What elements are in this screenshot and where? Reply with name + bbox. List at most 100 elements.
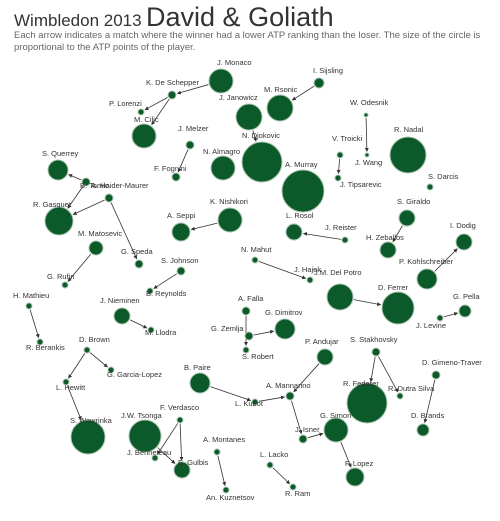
player-node-montanes bbox=[213, 448, 221, 456]
player-label-levine: J. Levine bbox=[416, 321, 446, 330]
player-label-stakhovsky: S. Stakhovsky bbox=[350, 335, 398, 344]
player-label-ram: R. Ram bbox=[285, 489, 310, 498]
player-labels: J. Monaco I. Sijsling M. Rsonic K. De Schep… bbox=[13, 58, 482, 502]
match-arrow-delpotro-ferrer bbox=[353, 299, 382, 307]
player-node-matosevic bbox=[88, 240, 104, 256]
match-arrow-verdasco-benneteau bbox=[157, 423, 179, 455]
match-arrow-matosevic-rufin bbox=[67, 253, 92, 282]
player-label-federer: R. Federer bbox=[343, 379, 379, 388]
player-node-dimitrov bbox=[274, 318, 296, 340]
match-arrow-mathieu-berankis bbox=[29, 309, 40, 339]
player-label-jwang: J. Wang bbox=[355, 158, 382, 167]
player-label-isner: J. Isner bbox=[295, 425, 320, 434]
player-node-johnson bbox=[176, 266, 186, 276]
player-node-mathieu bbox=[25, 302, 33, 310]
player-node-paire bbox=[189, 372, 211, 394]
player-node-llodra bbox=[147, 326, 155, 334]
player-node-lacko bbox=[266, 461, 274, 469]
player-label-dimitrov: G. Dimitrov bbox=[265, 308, 303, 317]
player-label-janowicz: J. Janowicz bbox=[219, 93, 258, 102]
player-node-mahut bbox=[251, 256, 259, 264]
player-node-monaco bbox=[208, 68, 234, 94]
player-node-delpotro bbox=[326, 283, 354, 311]
player-node-ferrer bbox=[381, 291, 415, 325]
chart-title: Wimbledon 2013 David & Goliath bbox=[14, 2, 334, 33]
player-node-stakhovsky bbox=[371, 347, 381, 357]
player-label-hajek: J. Hajek bbox=[294, 265, 321, 274]
player-node-zemlja bbox=[244, 331, 254, 341]
match-arrow-brown-hewitt bbox=[68, 353, 86, 379]
player-label-darcis: S. Darcis bbox=[428, 172, 459, 181]
player-node-gimenotraver bbox=[431, 370, 441, 380]
match-arrow-isner-simon bbox=[307, 432, 324, 439]
player-label-flopez: F. Lopez bbox=[345, 459, 374, 468]
match-arrow-giraldo-zeballos bbox=[392, 225, 403, 243]
player-label-lacko: L. Lacko bbox=[260, 450, 288, 459]
player-label-gimenotraver: D. Gimeno-Traver bbox=[422, 358, 482, 367]
player-label-monaco: J. Monaco bbox=[217, 58, 252, 67]
match-arrow-reister-rosol bbox=[302, 232, 342, 240]
match-arrow-nishikori-seppi bbox=[190, 222, 218, 231]
player-label-simon: G. Simon bbox=[320, 411, 351, 420]
match-arrow-deschepper-lorenzi bbox=[144, 97, 168, 111]
player-label-srobert: S. Robert bbox=[242, 352, 275, 361]
player-node-nieminen bbox=[113, 307, 131, 325]
player-label-paire: B. Paire bbox=[184, 363, 211, 372]
player-node-ram bbox=[289, 483, 297, 491]
player-node-isner bbox=[298, 434, 308, 444]
player-label-lorenzi: P. Lorenzi bbox=[109, 99, 142, 108]
player-label-tomic: B. Tomic bbox=[80, 181, 109, 190]
player-node-murray bbox=[281, 169, 325, 213]
player-label-gasquet: R. Gasquet bbox=[33, 200, 72, 209]
player-label-reister: J. Reister bbox=[325, 223, 357, 232]
match-arrow-stakhovsky-federer bbox=[369, 356, 376, 383]
player-node-darcis bbox=[426, 183, 434, 191]
player-node-sijsling bbox=[313, 77, 325, 89]
player-node-falla bbox=[241, 306, 251, 316]
player-node-querrey bbox=[47, 159, 69, 181]
player-node-tomic bbox=[81, 177, 91, 187]
player-label-andujar: P. Andujar bbox=[305, 337, 339, 346]
match-arrow-andujar-mannarino bbox=[293, 363, 320, 393]
player-label-brown: D. Brown bbox=[79, 335, 110, 344]
match-arrow-mahut-hajek bbox=[258, 260, 307, 280]
player-node-seppi bbox=[171, 222, 191, 242]
player-label-tsonga: J.W. Tsonga bbox=[121, 411, 163, 420]
title-main: David & Goliath bbox=[146, 2, 334, 32]
match-arrow-haidermaurer-speda bbox=[110, 202, 138, 260]
player-node-kubot bbox=[251, 398, 259, 406]
player-node-nishikori bbox=[217, 207, 243, 233]
player-node-brands bbox=[416, 423, 430, 437]
player-node-hajek bbox=[306, 276, 314, 284]
player-label-hewitt: L. Hewitt bbox=[56, 383, 86, 392]
match-arrow-lacko-ram bbox=[272, 467, 291, 485]
player-node-rsonic bbox=[266, 94, 294, 122]
match-arrow-tomic-gasquet bbox=[67, 185, 84, 209]
player-label-giraldo: S. Giraldo bbox=[397, 197, 430, 206]
player-node-lorenzi bbox=[137, 108, 145, 116]
player-node-srobert bbox=[242, 346, 250, 354]
match-arrow-tsonga-gulbis bbox=[157, 447, 176, 464]
chart-subtitle: Each arrow indicates a match where the w… bbox=[14, 30, 481, 53]
player-node-melzer bbox=[185, 140, 195, 150]
player-node-fognini bbox=[171, 172, 181, 182]
match-arrow-mannarino-isner bbox=[291, 400, 303, 435]
player-node-deschepper bbox=[167, 90, 177, 100]
player-node-levine bbox=[436, 314, 444, 322]
match-arrow-monaco-deschepper bbox=[176, 84, 209, 95]
player-label-kubot: L. Kubot bbox=[235, 399, 264, 408]
player-label-garcialopez: G. Garcia-Lopez bbox=[107, 370, 162, 379]
player-label-matosevic: M. Matosevic bbox=[78, 229, 122, 238]
player-node-kuznetsov bbox=[222, 486, 230, 494]
player-node-kohlschreiber bbox=[416, 268, 438, 290]
player-node-benneteau bbox=[151, 454, 159, 462]
player-node-reynolds bbox=[146, 287, 154, 295]
player-label-sijsling: I. Sijsling bbox=[313, 66, 343, 75]
match-arrow-tomic-querrey bbox=[68, 174, 82, 181]
player-node-gulbis bbox=[173, 461, 191, 479]
player-label-mahut: N. Mahut bbox=[241, 245, 272, 254]
player-label-kuznetsov: An. Kuznetsov bbox=[206, 493, 255, 502]
player-label-seppi: A. Seppi bbox=[167, 211, 196, 220]
player-label-berankis: R. Berankis bbox=[26, 343, 65, 352]
player-node-wawrinka bbox=[70, 419, 106, 455]
